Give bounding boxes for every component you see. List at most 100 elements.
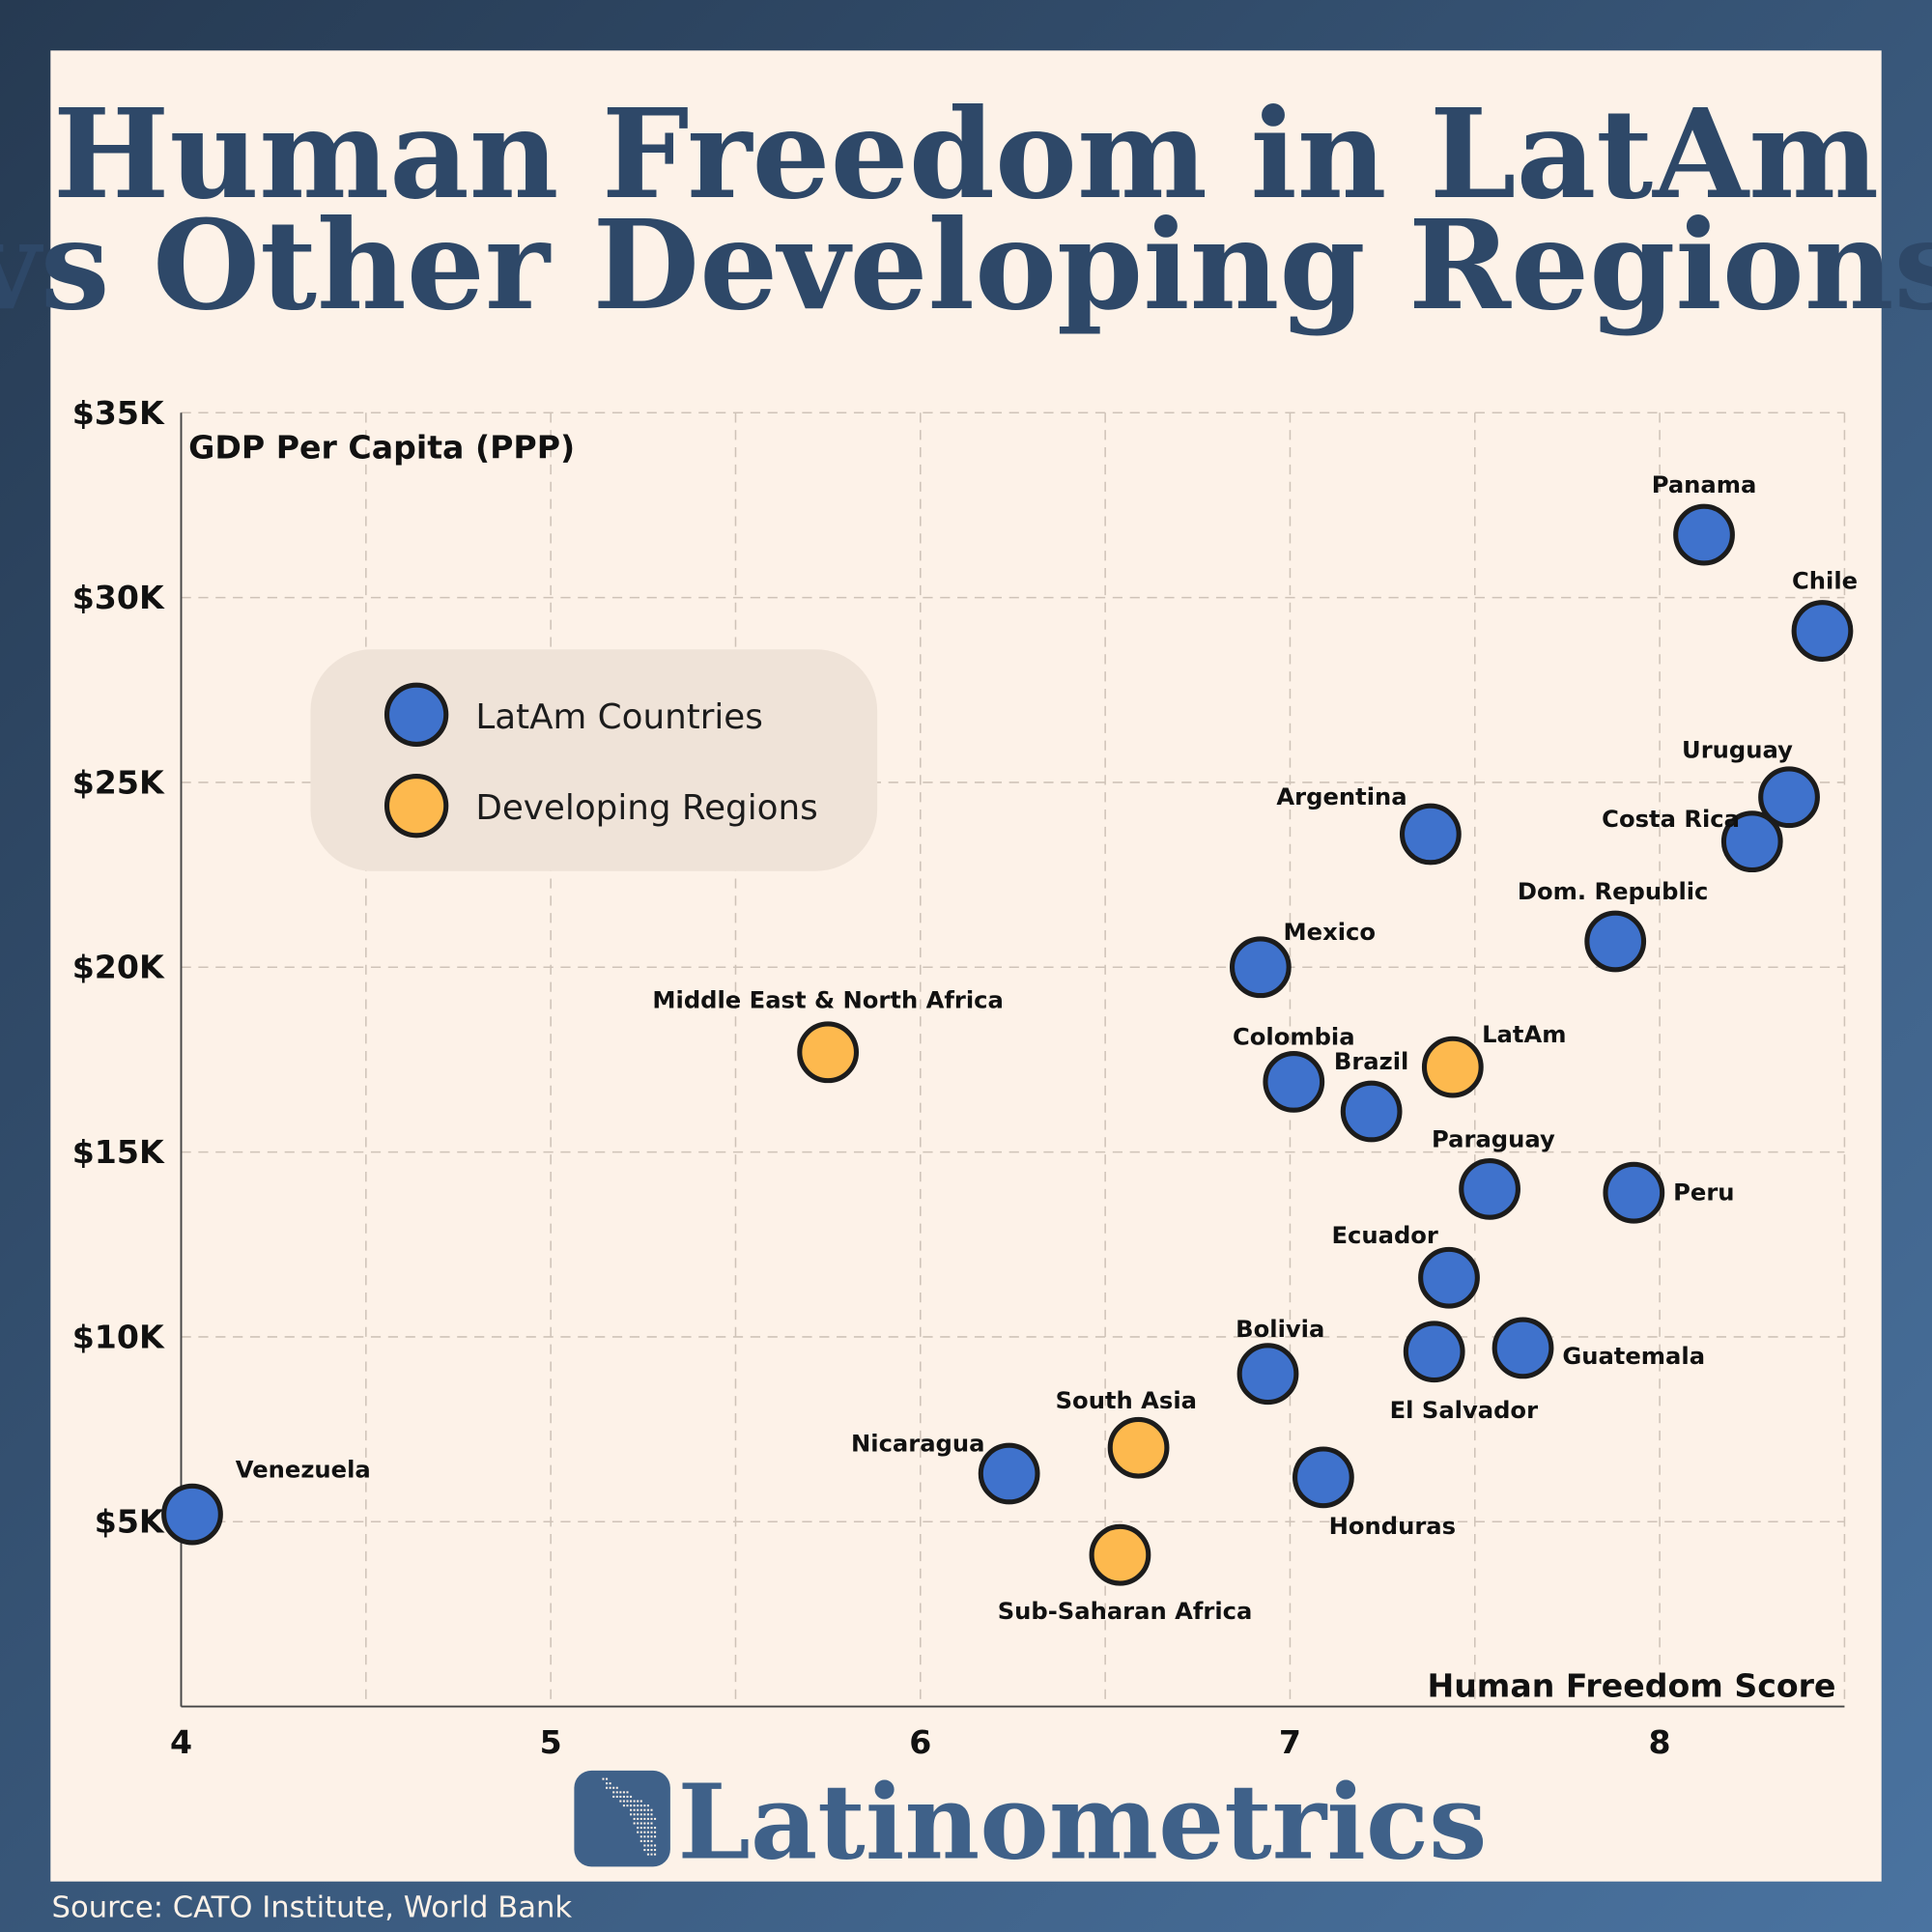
map-dot — [646, 1808, 649, 1811]
y-tick-label: $30K — [72, 579, 165, 616]
grid — [181, 412, 1846, 1707]
map-dot — [650, 1808, 653, 1811]
map-dot — [622, 1800, 625, 1803]
axes: 4 5 6 7 8 $5K $10K $15K $20K $25K $30K $35K — [72, 394, 1845, 1761]
x-axis-label: Human Freedom Score — [1427, 1666, 1835, 1704]
point-label: Bolivia — [1236, 1316, 1324, 1343]
point-label: South Asia — [1056, 1387, 1197, 1414]
point-marker — [1584, 910, 1647, 973]
map-dot — [615, 1786, 618, 1789]
map-dot — [643, 1822, 646, 1825]
point-uruguay: Uruguay — [1682, 736, 1820, 829]
map-dot — [633, 1813, 636, 1816]
map-dot — [612, 1786, 615, 1789]
map-dot — [650, 1822, 653, 1825]
map-dot — [639, 1813, 642, 1816]
point-marker — [1293, 1446, 1354, 1509]
point-label: Panama — [1652, 471, 1757, 498]
point-guatemala: Guatemala — [1492, 1317, 1705, 1379]
latam-map-icon — [574, 1770, 670, 1867]
point-marker — [1791, 600, 1854, 662]
point-honduras: Honduras — [1293, 1446, 1456, 1540]
point-marker — [1107, 1416, 1170, 1479]
y-tick-label: $20K — [72, 949, 165, 986]
point-latam: LatAm — [1421, 1021, 1566, 1098]
point-label: Uruguay — [1682, 736, 1793, 763]
point-label: Costa Rica — [1602, 806, 1740, 833]
point-mexico: Mexico — [1229, 919, 1376, 999]
map-dot — [646, 1844, 649, 1847]
point-label: Nicaragua — [851, 1431, 984, 1458]
point-marker — [797, 1021, 860, 1084]
x-tick-label: 6 — [909, 1723, 931, 1761]
map-dot — [612, 1791, 615, 1794]
point-label: LatAm — [1482, 1021, 1566, 1048]
map-dot — [646, 1813, 649, 1816]
map-dot — [646, 1853, 649, 1856]
map-dot — [609, 1786, 611, 1789]
legend: LatAm Countries Developing Regions — [310, 649, 878, 871]
map-dot — [646, 1827, 649, 1830]
map-dot — [646, 1822, 649, 1825]
map-dot — [633, 1800, 636, 1803]
point-colombia: Colombia — [1233, 1024, 1355, 1113]
point-marker — [1459, 1157, 1520, 1220]
map-dot — [615, 1795, 618, 1798]
map-dot — [630, 1813, 633, 1816]
point-ecuador: Ecuador — [1331, 1222, 1480, 1309]
legend-label-latam: LatAm Countries — [475, 697, 763, 737]
map-dot — [650, 1817, 653, 1820]
map-dot — [643, 1839, 646, 1842]
point-label: Ecuador — [1331, 1222, 1437, 1249]
map-dot — [637, 1808, 639, 1811]
map-dot — [622, 1804, 625, 1807]
map-dot — [633, 1808, 636, 1811]
map-dot — [654, 1835, 657, 1838]
map-dot — [654, 1849, 657, 1852]
map-dot — [643, 1831, 646, 1833]
logo-text: Latinometrics — [678, 1761, 1488, 1883]
point-marker — [1673, 503, 1735, 566]
point-chile: Chile — [1791, 568, 1858, 662]
point-label: El Salvador — [1390, 1397, 1538, 1424]
map-dot — [626, 1804, 629, 1807]
point-label: Dom. Republic — [1518, 878, 1709, 905]
map-dot — [650, 1831, 653, 1833]
point-marker — [1421, 1036, 1484, 1098]
point-marker — [1720, 810, 1783, 873]
point-nicaragua: Nicaragua — [851, 1431, 1040, 1505]
point-panama: Panama — [1652, 471, 1757, 566]
point-label: Argentina — [1276, 783, 1406, 810]
y-axis-label: GDP Per Capita (PPP) — [188, 428, 575, 466]
map-dot — [606, 1782, 609, 1785]
point-el-salvador: El Salvador — [1390, 1321, 1538, 1424]
map-dot — [637, 1813, 639, 1816]
y-tick-label: $10K — [72, 1318, 165, 1355]
point-label: Mexico — [1284, 919, 1376, 946]
point-marker — [1229, 936, 1292, 999]
map-dot — [606, 1777, 609, 1780]
logo: Latinometrics — [574, 1761, 1487, 1883]
map-dot — [639, 1835, 642, 1838]
point-venezuela: Venezuela — [161, 1456, 371, 1546]
map-dot — [646, 1831, 649, 1833]
map-dot — [615, 1791, 618, 1794]
x-tick-label: 7 — [1279, 1723, 1301, 1761]
map-dot — [630, 1795, 633, 1798]
point-middle-east-north-africa: Middle East & North Africa — [652, 986, 1004, 1084]
map-dot — [639, 1817, 642, 1820]
title-line-2: vs Other Developing Regions — [0, 193, 1932, 338]
point-label: Peru — [1673, 1179, 1734, 1206]
point-peru: Peru — [1603, 1161, 1735, 1224]
y-tick-label: $5K — [95, 1503, 165, 1541]
map-dot — [637, 1827, 639, 1830]
legend-marker-latam — [384, 682, 449, 747]
map-dot — [650, 1853, 653, 1856]
map-dot — [626, 1791, 629, 1794]
map-dot — [602, 1777, 605, 1780]
point-sub-saharan-africa: Sub-Saharan Africa — [998, 1523, 1252, 1625]
map-dot — [646, 1817, 649, 1820]
source-note: Source: CATO Institute, World Bank — [52, 1891, 573, 1925]
title-line-1: Human Freedom in LatAm — [53, 82, 1879, 227]
